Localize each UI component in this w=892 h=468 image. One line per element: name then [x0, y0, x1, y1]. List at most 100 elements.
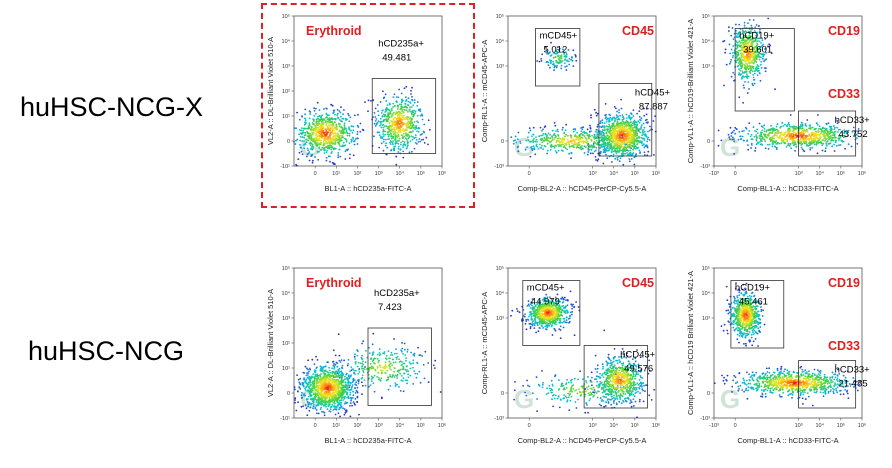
- data-point: [759, 63, 762, 66]
- data-point: [396, 124, 399, 127]
- data-point: [346, 396, 348, 399]
- data-point: [304, 142, 307, 145]
- data-point: [750, 24, 753, 27]
- data-point: [369, 352, 371, 355]
- data-point: [566, 65, 568, 67]
- data-point: [730, 48, 733, 51]
- data-point: [643, 114, 646, 117]
- data-point: [578, 139, 580, 142]
- data-point: [548, 51, 551, 54]
- data-point: [344, 383, 347, 386]
- data-point: [410, 127, 413, 130]
- data-point: [643, 151, 646, 154]
- data-point: [592, 152, 594, 155]
- data-point: [317, 120, 320, 123]
- data-point: [555, 141, 558, 144]
- data-point: [770, 124, 772, 127]
- data-point: [800, 146, 803, 149]
- data-point: [636, 143, 638, 146]
- data-point: [773, 137, 775, 140]
- data-point: [517, 145, 519, 148]
- data-point: [739, 34, 741, 37]
- data-point: [302, 384, 305, 387]
- data-point: [846, 131, 848, 134]
- data-point: [755, 24, 758, 26]
- data-point: [333, 401, 335, 404]
- data-point: [728, 26, 730, 29]
- data-point: [415, 124, 417, 127]
- data-point: [795, 128, 797, 130]
- data-point: [847, 143, 850, 146]
- data-point: [300, 394, 303, 397]
- data-point: [599, 122, 602, 124]
- data-point: [756, 31, 759, 34]
- x-tick-label: 10⁴: [609, 170, 618, 177]
- data-point: [341, 135, 344, 137]
- data-point: [737, 138, 740, 141]
- data-point: [343, 402, 346, 405]
- data-point: [800, 144, 803, 146]
- data-point: [853, 134, 856, 137]
- data-point: [800, 121, 803, 124]
- data-point: [740, 58, 742, 61]
- data-point: [563, 53, 565, 55]
- data-point: [731, 131, 734, 134]
- data-point: [773, 128, 776, 130]
- data-point: [817, 133, 819, 136]
- data-point: [750, 142, 753, 145]
- data-point: [361, 374, 364, 377]
- data-point: [760, 138, 763, 141]
- data-point: [315, 130, 317, 133]
- data-point: [755, 61, 758, 63]
- data-point: [809, 147, 812, 149]
- data-point: [294, 399, 296, 401]
- data-point: [795, 133, 798, 135]
- data-point: [391, 128, 394, 131]
- data-point: [383, 351, 386, 353]
- data-point: [600, 150, 602, 153]
- data-point: [596, 137, 599, 140]
- data-point: [389, 143, 392, 146]
- data-point: [396, 377, 399, 379]
- data-point: [356, 365, 359, 368]
- data-point: [545, 139, 547, 141]
- data-point: [611, 119, 613, 121]
- data-point: [350, 374, 352, 377]
- data-point: [314, 143, 317, 145]
- data-point: [738, 49, 740, 52]
- data-point: [303, 372, 306, 374]
- data-point: [555, 151, 558, 154]
- data-point: [356, 379, 359, 382]
- data-point: [344, 381, 347, 384]
- data-point: [575, 136, 578, 138]
- data-point: [361, 393, 363, 395]
- data-point: [315, 375, 318, 378]
- data-point: [614, 118, 617, 120]
- data-point: [560, 67, 563, 70]
- data-point: [344, 150, 347, 153]
- data-point: [565, 53, 568, 56]
- data-point: [396, 132, 399, 134]
- data-point: [792, 135, 795, 138]
- data-point: [563, 59, 566, 61]
- data-point: [736, 128, 738, 131]
- data-point: [402, 380, 404, 382]
- data-point: [395, 356, 398, 359]
- data-point: [583, 152, 586, 154]
- data-point: [338, 399, 341, 402]
- data-point: [311, 153, 314, 156]
- data-point: [813, 128, 816, 131]
- data-point: [749, 135, 752, 138]
- data-point: [418, 354, 421, 357]
- data-point: [390, 107, 393, 110]
- data-point: [633, 156, 636, 159]
- data-point: [603, 122, 606, 125]
- data-point: [557, 57, 560, 60]
- data-point: [408, 127, 411, 130]
- data-point: [544, 133, 547, 136]
- data-point: [372, 352, 374, 354]
- gate-value: 5.012: [543, 45, 567, 56]
- data-point: [572, 128, 575, 131]
- data-point: [397, 151, 400, 153]
- y-tick-label: 0: [501, 139, 504, 145]
